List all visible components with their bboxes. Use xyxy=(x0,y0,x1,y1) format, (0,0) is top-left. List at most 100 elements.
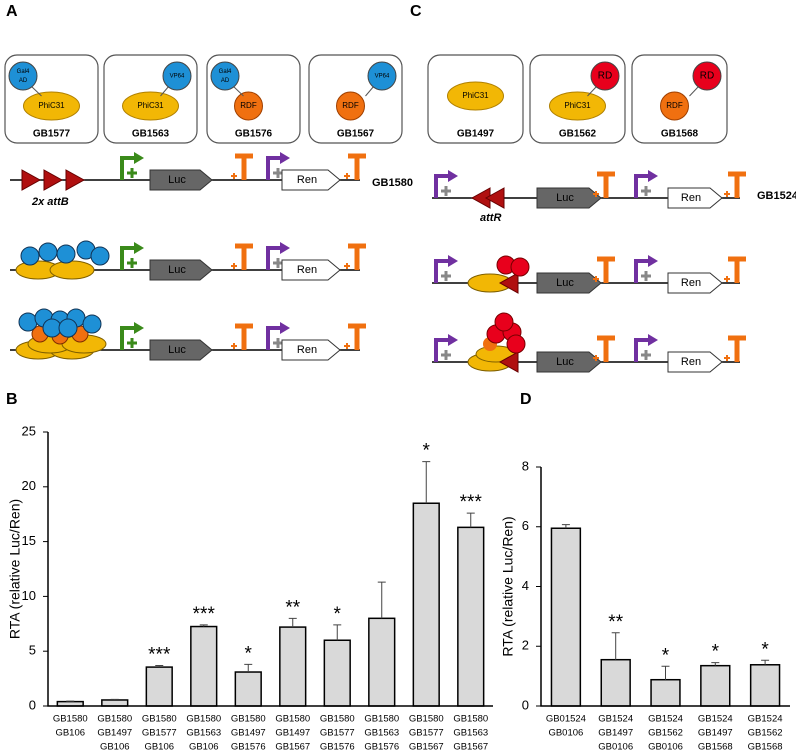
plus xyxy=(641,271,651,281)
x-tick-label: GB1577 xyxy=(142,728,177,739)
plus xyxy=(641,350,651,360)
plus xyxy=(273,338,283,348)
x-tick-label: GB106 xyxy=(100,742,130,753)
plus xyxy=(724,191,730,197)
y-tick-label: 0 xyxy=(522,697,529,712)
y-tick-label: 4 xyxy=(522,578,529,593)
x-tick-label: GB0106 xyxy=(648,742,683,753)
protein-label: AD xyxy=(19,78,28,84)
y-tick-label: 15 xyxy=(22,533,36,548)
terminator xyxy=(728,335,746,362)
x-tick-label: GB1524 xyxy=(748,714,783,725)
protein-label: RDF xyxy=(240,101,257,110)
protein xyxy=(510,257,530,277)
promoter xyxy=(434,259,450,283)
linker xyxy=(689,85,700,97)
gene-label: Ren xyxy=(681,192,701,204)
site xyxy=(498,272,519,294)
x-tick-label: GB1580 xyxy=(275,714,310,725)
terminator xyxy=(597,335,615,362)
protein xyxy=(20,246,40,266)
site-label: attR xyxy=(480,212,501,224)
plus xyxy=(724,276,730,282)
protein xyxy=(23,91,80,121)
protein xyxy=(56,244,76,264)
box-label: GB1563 xyxy=(132,129,170,140)
protein xyxy=(38,242,58,262)
x-tick-label: GB1524 xyxy=(598,714,633,725)
x-tick-label: GB1563 xyxy=(364,728,399,739)
x-tick-label: GB1563 xyxy=(453,728,488,739)
x-tick-label: GB1580 xyxy=(53,714,88,725)
protein-label: Gal4 xyxy=(219,69,232,75)
bar xyxy=(550,527,582,707)
promoter xyxy=(266,246,282,270)
gene-label: Luc xyxy=(556,192,574,204)
site xyxy=(21,169,42,191)
x-tick-label: GB1524 xyxy=(648,714,683,725)
box-label: GB1568 xyxy=(661,129,699,140)
gene-label: Ren xyxy=(297,174,317,186)
x-tick-label: GB1567 xyxy=(453,742,488,753)
plus xyxy=(273,258,283,268)
protein-label: RD xyxy=(700,71,714,82)
significance: ** xyxy=(608,612,623,633)
promoter-head xyxy=(280,322,290,334)
protein-label: RDF xyxy=(342,101,359,110)
linker xyxy=(365,85,375,97)
promoter-head xyxy=(648,170,658,182)
promoter-head xyxy=(134,152,144,164)
gene-label: Ren xyxy=(297,344,317,356)
site-label: 2x attB xyxy=(31,196,69,208)
bar xyxy=(279,626,307,707)
terminator xyxy=(597,256,615,283)
terminator xyxy=(235,323,253,350)
gene xyxy=(536,272,602,294)
x-tick-label: GB1580 xyxy=(409,714,444,725)
linker xyxy=(30,85,42,97)
x-tick-label: GB1568 xyxy=(748,742,783,753)
panel-label: B xyxy=(6,391,18,408)
protein xyxy=(336,91,365,121)
plus xyxy=(441,186,451,196)
y-tick-label: 20 xyxy=(22,478,36,493)
plus xyxy=(441,350,451,360)
protein xyxy=(58,318,78,338)
significance: *** xyxy=(460,492,483,513)
plus xyxy=(641,186,651,196)
error-bar xyxy=(155,664,164,668)
gene xyxy=(536,187,602,209)
terminator xyxy=(728,256,746,283)
protein xyxy=(8,61,38,91)
linker xyxy=(587,85,598,97)
promoter-head xyxy=(134,322,144,334)
y-tick-label: 8 xyxy=(522,458,529,473)
y-tick-label: 25 xyxy=(22,423,36,438)
protein xyxy=(49,260,95,280)
gene-label: Luc xyxy=(168,344,186,356)
site xyxy=(484,187,505,209)
protein xyxy=(122,91,179,121)
bar xyxy=(412,502,440,707)
bar xyxy=(145,666,173,707)
promoter xyxy=(266,326,282,350)
promoter-head xyxy=(648,255,658,267)
x-tick-label: GB1524 xyxy=(698,714,733,725)
terminator xyxy=(597,171,615,198)
gene-label: Luc xyxy=(168,264,186,276)
plus xyxy=(127,338,137,348)
plus xyxy=(441,271,451,281)
gene-label: Ren xyxy=(297,264,317,276)
terminator xyxy=(728,171,746,198)
promoter xyxy=(434,338,450,362)
plus xyxy=(127,258,137,268)
gene xyxy=(281,259,341,281)
plus xyxy=(593,276,599,282)
x-tick-label: GB0106 xyxy=(548,728,583,739)
y-axis-label: RTA (relative Luc/Ren) xyxy=(7,499,23,639)
error-bar xyxy=(288,617,297,628)
y-axis-label: RTA (relative Luc/Ren) xyxy=(500,516,516,656)
promoter xyxy=(634,174,650,198)
protein xyxy=(692,61,722,91)
y-tick-label: 2 xyxy=(522,638,529,653)
